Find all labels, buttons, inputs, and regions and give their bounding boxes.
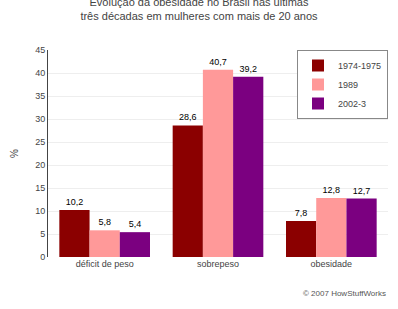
svg-text:40: 40 [35, 68, 45, 78]
svg-text:28,6: 28,6 [179, 112, 197, 122]
svg-text:0: 0 [40, 252, 45, 262]
svg-text:5,4: 5,4 [129, 219, 142, 229]
svg-text:Evolução da obesidade no Brasi: Evolução da obesidade no Brasil nas últi… [80, 0, 318, 22]
svg-text:5: 5 [40, 229, 45, 239]
svg-text:10,2: 10,2 [66, 197, 84, 207]
svg-text:2002-3: 2002-3 [338, 99, 366, 109]
svg-text:30: 30 [35, 114, 45, 124]
svg-text:35: 35 [35, 91, 45, 101]
svg-text:© 2007 HowStuffWorks: © 2007 HowStuffWorks [303, 289, 386, 298]
svg-text:7,8: 7,8 [295, 208, 308, 218]
svg-text:20: 20 [35, 160, 45, 170]
svg-text:40,7: 40,7 [209, 57, 227, 67]
svg-text:15: 15 [35, 183, 45, 193]
svg-text:1974-1975: 1974-1975 [338, 61, 381, 71]
svg-text:39,2: 39,2 [239, 64, 257, 74]
svg-text:10: 10 [35, 206, 45, 216]
svg-text:12,8: 12,8 [323, 185, 341, 195]
svg-text:déficit de peso: déficit de peso [76, 259, 134, 269]
svg-text:25: 25 [35, 137, 45, 147]
svg-text:12,7: 12,7 [353, 186, 371, 196]
svg-text:45: 45 [35, 45, 45, 55]
svg-text:sobrepeso: sobrepeso [197, 259, 239, 269]
svg-text:1989: 1989 [338, 80, 358, 90]
svg-text:%: % [9, 149, 20, 158]
svg-text:obesidade: obesidade [311, 259, 353, 269]
svg-text:5,8: 5,8 [98, 217, 111, 227]
